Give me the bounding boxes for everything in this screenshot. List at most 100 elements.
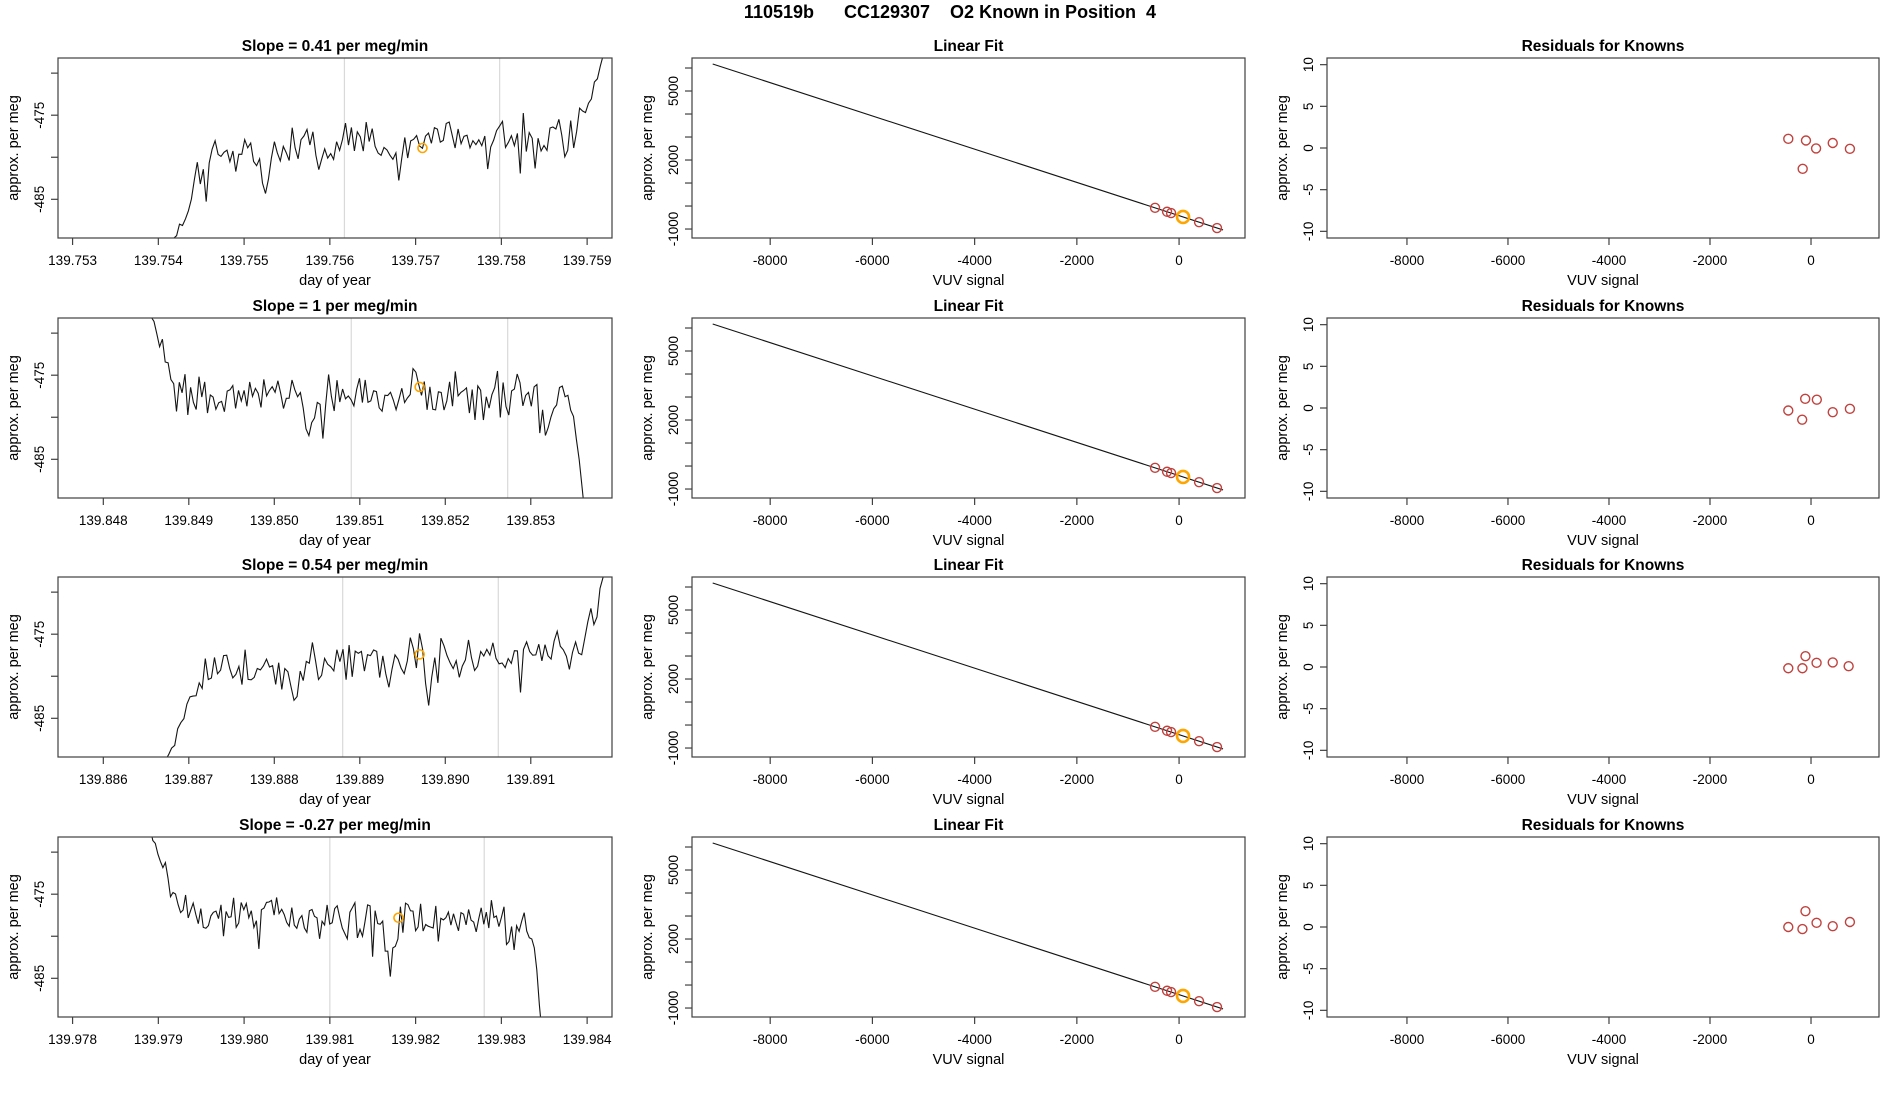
y-axis-label: approx. per meg: [640, 95, 656, 201]
known-point: [1843, 660, 1854, 672]
highlight-sample-point: [417, 142, 428, 154]
known-point: [1810, 143, 1822, 154]
fit-line: [712, 842, 1224, 1010]
known-point: [1149, 981, 1161, 993]
x-tick-label: 139.853: [506, 513, 555, 528]
fit-line: [712, 63, 1224, 231]
x-tick-label: -8000: [1390, 513, 1425, 528]
row-2-timeseries-panel: Slope = 1 per meg/min 139.848 139.849 139.8…: [6, 298, 613, 549]
x-tick-label: -6000: [855, 513, 890, 528]
x-tick-label: 0: [1175, 772, 1183, 787]
highlight-sample-point: [393, 912, 404, 924]
plot-frame: [1326, 57, 1880, 239]
panel-title: Slope = 1 per meg/min: [253, 298, 418, 315]
x-tick-label: 0: [1175, 253, 1183, 268]
y-tick-label: 2000: [666, 924, 681, 954]
x-tick-label: -4000: [1592, 513, 1627, 528]
y-tick-label: -10: [1301, 1001, 1316, 1021]
y-tick-label: 10: [1301, 576, 1316, 591]
known-point: [1193, 995, 1205, 1007]
timeseries-line: [173, 58, 604, 238]
x-tick-label: 139.756: [305, 253, 354, 268]
y-tick-label: 0: [1301, 923, 1316, 931]
x-tick-label: -2000: [1693, 253, 1728, 268]
x-axis-label: day of year: [299, 792, 371, 808]
y-tick-label: 10: [1301, 57, 1316, 72]
x-tick-label: -4000: [1592, 1032, 1627, 1047]
known-point: [1844, 143, 1856, 155]
y-tick-label: -1000: [666, 731, 681, 766]
x-tick-label: 0: [1175, 1032, 1183, 1047]
x-axis-label: VUV signal: [1567, 533, 1639, 549]
y-tick-label: -10: [1301, 741, 1316, 761]
y-tick-label: -485: [32, 965, 47, 992]
y-tick-label: -5: [1301, 703, 1316, 715]
known-point: [1800, 905, 1811, 917]
plot-frame: [691, 576, 1246, 758]
x-tick-label: -8000: [753, 253, 788, 268]
x-tick-label: -4000: [1592, 253, 1627, 268]
x-tick-label: 139.886: [79, 772, 128, 787]
y-tick-label: 5000: [666, 76, 681, 106]
highlight-known-point: [1175, 209, 1191, 225]
known-point: [1149, 202, 1161, 214]
y-tick-label: -475: [32, 102, 47, 129]
x-tick-label: 0: [1807, 772, 1815, 787]
known-point: [1796, 414, 1808, 425]
panel-title: Residuals for Knowns: [1522, 38, 1685, 55]
y-tick-label: 0: [1301, 404, 1316, 412]
plot-frame: [1326, 317, 1880, 499]
x-tick-label: -2000: [1693, 1032, 1728, 1047]
row-1-residuals-panel: Residuals for Knowns -8000 -6000 -4000 -2000…: [1275, 38, 1880, 289]
panel-title: Residuals for Knowns: [1522, 557, 1685, 574]
plot-frame: [57, 836, 613, 1018]
x-tick-label: -2000: [1693, 513, 1728, 528]
x-tick-label: 139.887: [164, 772, 213, 787]
plot-frame: [57, 57, 613, 239]
plot-frame: [57, 576, 613, 758]
x-axis-label: day of year: [299, 273, 371, 289]
x-tick-label: 139.851: [335, 513, 384, 528]
row-1-timeseries-panel: Slope = 0.41 per meg/min 139.753 139.754 13…: [6, 38, 613, 289]
x-axis-label: day of year: [299, 533, 371, 549]
x-tick-label: 139.891: [506, 772, 555, 787]
x-axis-label: VUV signal: [1567, 1052, 1639, 1068]
known-point: [1165, 726, 1177, 738]
known-point: [1165, 207, 1177, 219]
x-tick-label: -8000: [753, 772, 788, 787]
known-point: [1211, 222, 1223, 234]
x-tick-label: 139.980: [220, 1032, 269, 1047]
y-tick-label: 2000: [666, 664, 681, 694]
panel-title: Slope = -0.27 per meg/min: [239, 817, 431, 834]
x-tick-label: -4000: [1592, 772, 1627, 787]
x-tick-label: 139.849: [164, 513, 213, 528]
x-axis-label: VUV signal: [1567, 273, 1639, 289]
timeseries-line: [151, 837, 542, 1017]
y-axis-label: approx. per meg: [640, 614, 656, 720]
x-tick-label: 0: [1807, 253, 1815, 268]
known-point: [1783, 921, 1794, 933]
x-tick-label: -6000: [855, 1032, 890, 1047]
x-tick-label: -4000: [957, 772, 992, 787]
x-tick-label: 139.981: [305, 1032, 354, 1047]
panel-title: Residuals for Knowns: [1522, 298, 1685, 315]
x-tick-label: -8000: [753, 1032, 788, 1047]
known-point: [1797, 663, 1808, 674]
x-tick-label: 139.982: [391, 1032, 440, 1047]
y-tick-label: 0: [1301, 663, 1316, 671]
fit-line: [712, 323, 1224, 491]
known-point: [1149, 462, 1161, 474]
highlight-known-point: [1175, 469, 1191, 485]
y-tick-label: -5: [1301, 444, 1316, 456]
x-tick-label: 139.979: [134, 1032, 183, 1047]
row-2-linear-fit-panel: Linear Fit -8000 -6000 -4000 -2000 0 VUV signa…: [640, 298, 1246, 549]
y-tick-label: 2000: [666, 405, 681, 435]
x-tick-label: -6000: [855, 772, 890, 787]
y-tick-label: 5: [1301, 103, 1316, 111]
y-tick-label: 5000: [666, 595, 681, 625]
row-3-residuals-panel: Residuals for Knowns -8000 -6000 -4000 -2000…: [1275, 557, 1880, 808]
y-tick-label: -475: [32, 362, 47, 389]
x-tick-label: 0: [1807, 1032, 1815, 1047]
x-tick-label: 139.852: [421, 513, 470, 528]
x-tick-label: 139.754: [134, 253, 183, 268]
